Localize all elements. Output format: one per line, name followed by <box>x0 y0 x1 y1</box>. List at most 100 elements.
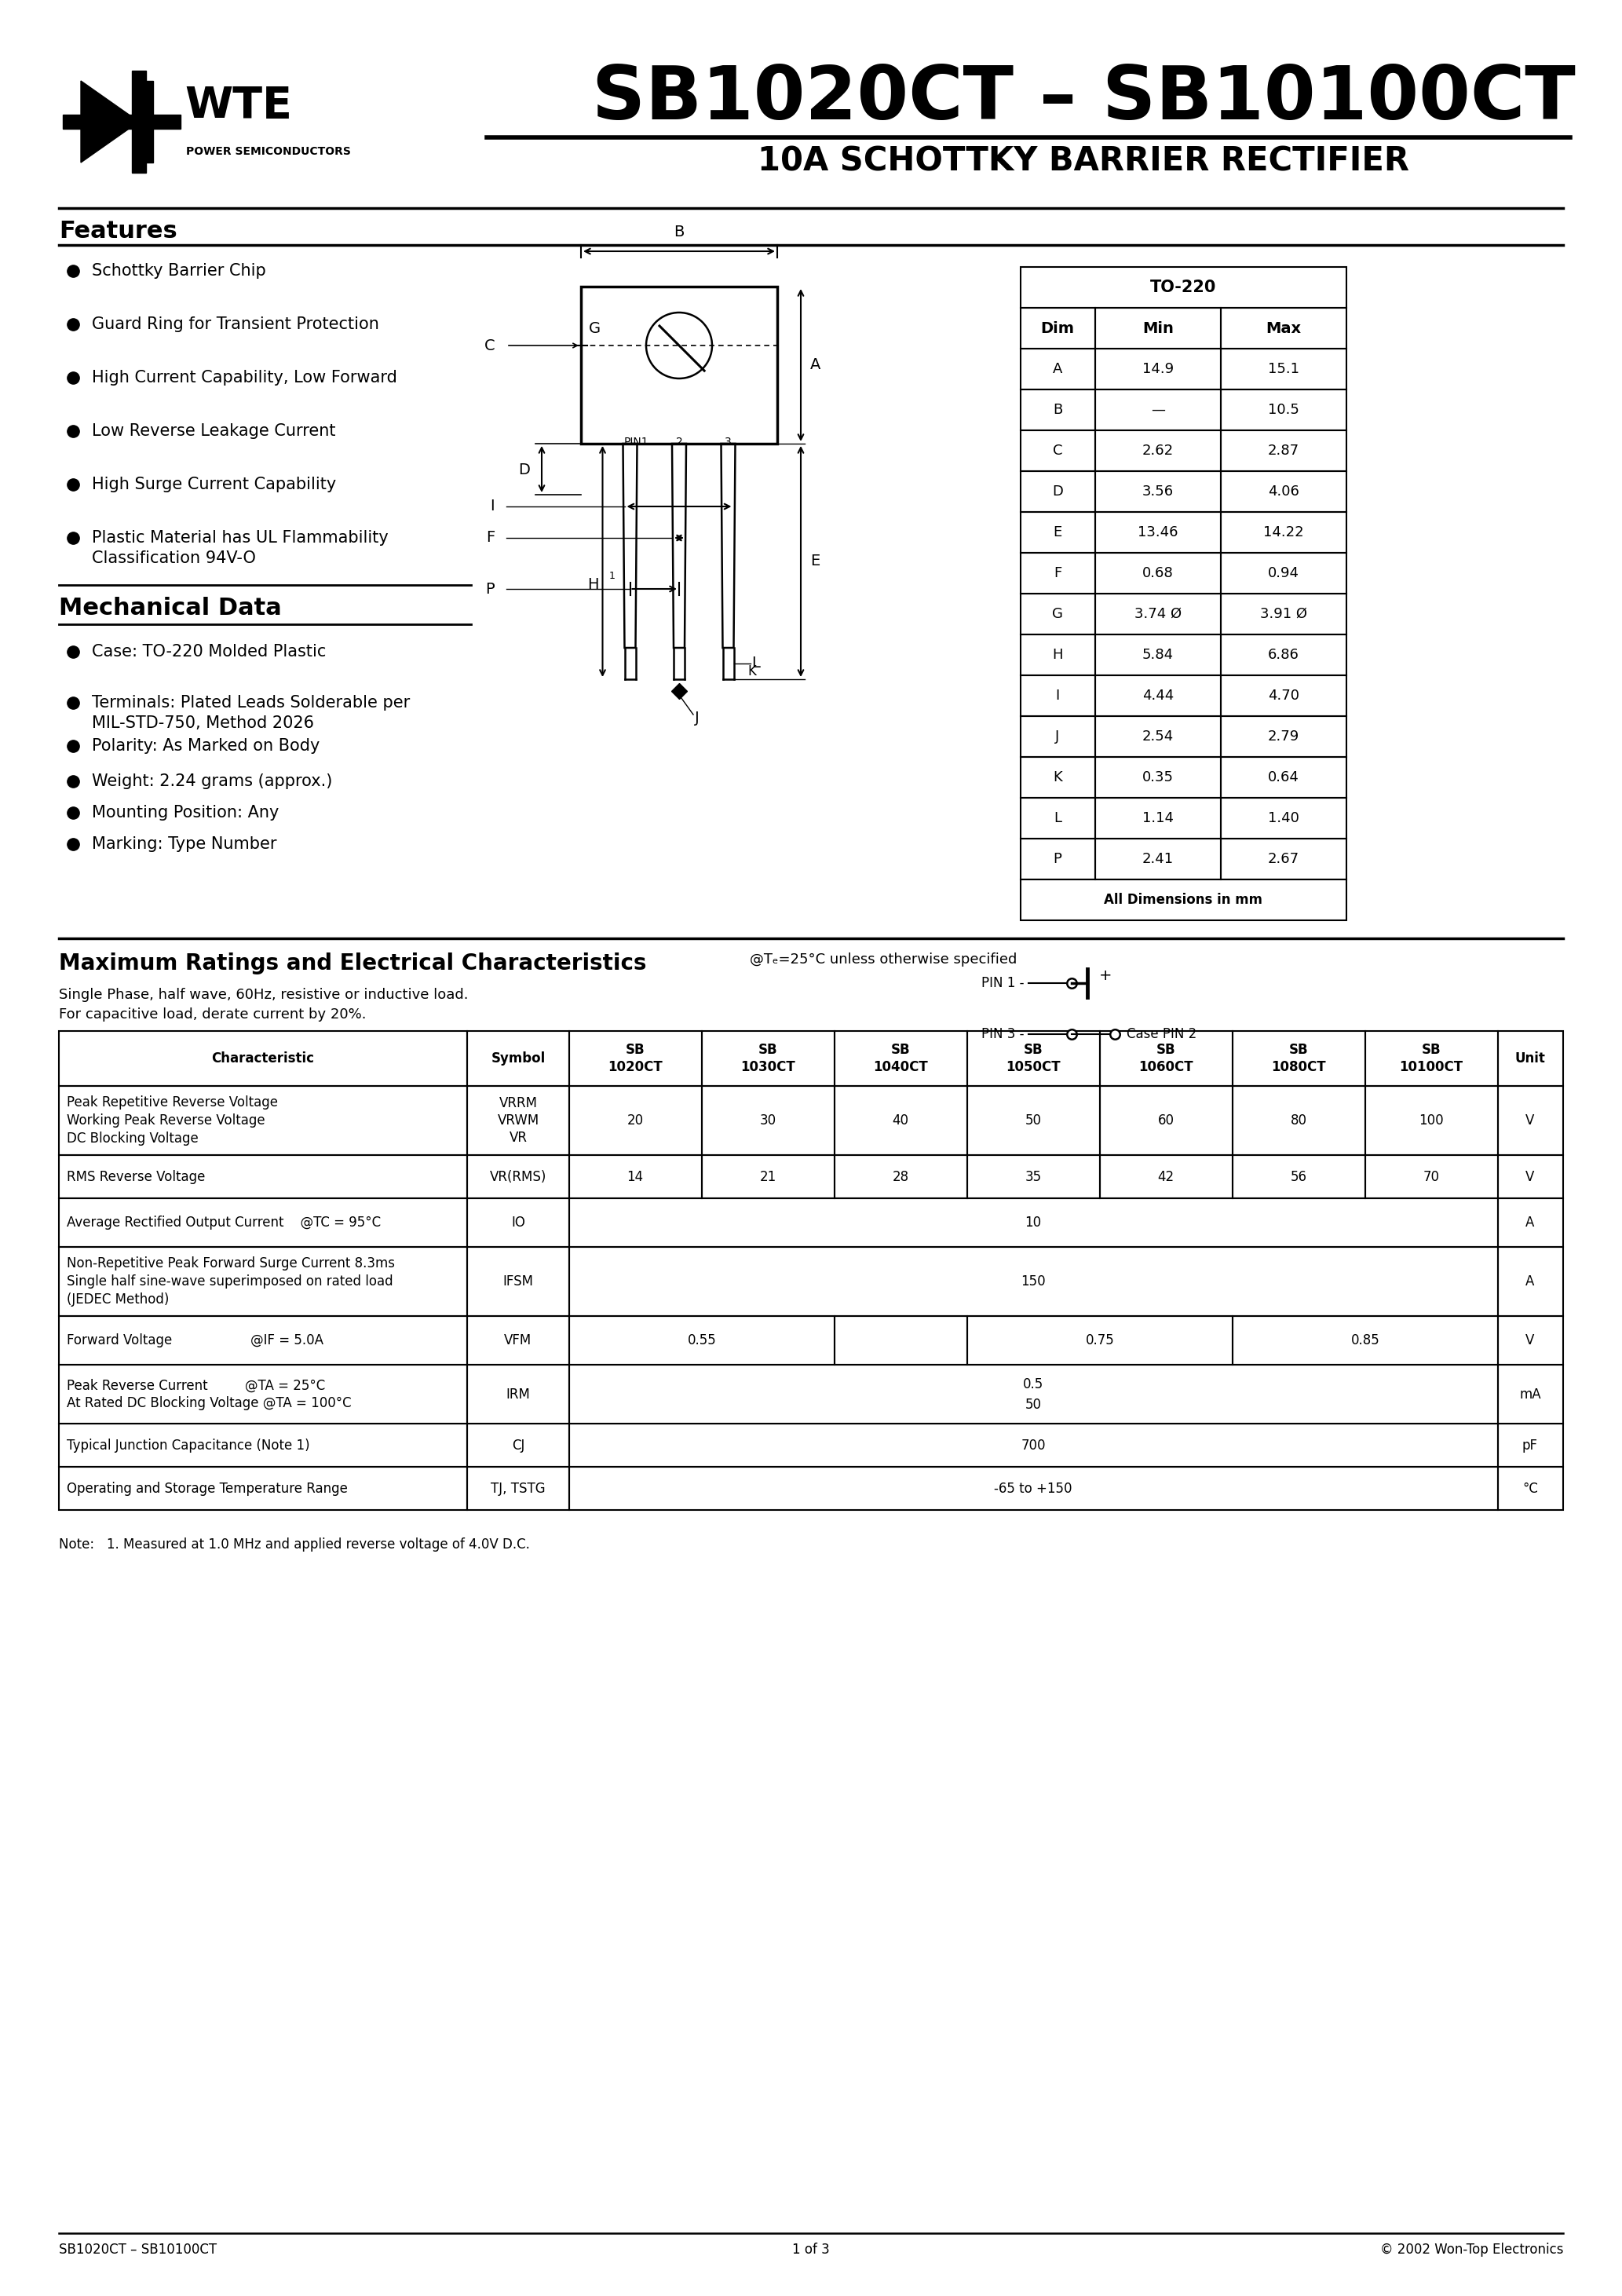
Text: 30: 30 <box>759 1114 775 1127</box>
Bar <box>1221 390 1346 429</box>
Text: A: A <box>1526 1274 1534 1288</box>
Text: pF: pF <box>1523 1440 1538 1453</box>
Polygon shape <box>81 80 139 163</box>
Bar <box>702 1155 835 1199</box>
Bar <box>1499 1364 1564 1424</box>
Bar <box>1020 553 1095 595</box>
Text: 0.68: 0.68 <box>1142 567 1174 581</box>
Text: Operating and Storage Temperature Range: Operating and Storage Temperature Range <box>67 1481 347 1497</box>
Bar <box>1020 716 1095 758</box>
Bar <box>58 1467 467 1511</box>
Bar <box>1020 634 1095 675</box>
Text: Case: TO-220 Molded Plastic: Case: TO-220 Molded Plastic <box>92 643 326 659</box>
Text: © 2002 Won-Top Electronics: © 2002 Won-Top Electronics <box>1380 2243 1564 2257</box>
Text: POWER SEMICONDUCTORS: POWER SEMICONDUCTORS <box>187 147 350 156</box>
Bar <box>58 1247 467 1316</box>
Text: Typical Junction Capacitance (Note 1): Typical Junction Capacitance (Note 1) <box>67 1440 310 1453</box>
Bar <box>1366 1086 1499 1155</box>
Bar <box>1499 1155 1564 1199</box>
Text: Forward Voltage                   @IF = 5.0A: Forward Voltage @IF = 5.0A <box>67 1334 323 1348</box>
Text: 5.84: 5.84 <box>1142 647 1174 661</box>
Bar <box>1095 758 1221 797</box>
Bar <box>1020 429 1095 471</box>
Bar <box>569 1247 1499 1316</box>
Text: 10: 10 <box>1025 1215 1041 1231</box>
Text: 4.06: 4.06 <box>1268 484 1299 498</box>
Text: A: A <box>811 358 821 372</box>
Text: Weight: 2.24 grams (approx.): Weight: 2.24 grams (approx.) <box>92 774 333 790</box>
Bar <box>1100 1031 1233 1086</box>
Text: V: V <box>1526 1171 1534 1185</box>
Text: 700: 700 <box>1020 1440 1046 1453</box>
Text: PIN 3 -: PIN 3 - <box>981 1026 1025 1040</box>
Text: SB
1030CT: SB 1030CT <box>740 1042 795 1075</box>
Bar <box>569 1086 702 1155</box>
Bar <box>967 1316 1233 1364</box>
Text: A: A <box>1053 363 1062 377</box>
Text: 0.85: 0.85 <box>1351 1334 1380 1348</box>
Bar <box>569 1199 1499 1247</box>
Text: 80: 80 <box>1289 1114 1307 1127</box>
Text: 1: 1 <box>608 572 615 581</box>
Text: 0.75: 0.75 <box>1085 1334 1114 1348</box>
Text: H: H <box>1053 647 1062 661</box>
Text: 3.74 Ø: 3.74 Ø <box>1134 606 1181 622</box>
Bar <box>1221 512 1346 553</box>
Text: 100: 100 <box>1419 1114 1444 1127</box>
Text: Dim: Dim <box>1041 321 1074 335</box>
Bar <box>467 1199 569 1247</box>
Text: 14.9: 14.9 <box>1142 363 1174 377</box>
Text: Characteristic: Characteristic <box>211 1052 315 1065</box>
Bar <box>569 1364 1499 1424</box>
Text: L: L <box>1054 810 1061 824</box>
Bar <box>1095 595 1221 634</box>
Bar <box>702 1086 835 1155</box>
Text: RMS Reverse Voltage: RMS Reverse Voltage <box>67 1171 206 1185</box>
Bar <box>1020 758 1095 797</box>
Bar <box>1095 716 1221 758</box>
Text: J: J <box>694 712 699 726</box>
Bar <box>1095 471 1221 512</box>
Bar <box>835 1031 967 1086</box>
Text: 2.41: 2.41 <box>1142 852 1174 866</box>
Text: VRRM
VRWM
VR: VRRM VRWM VR <box>498 1095 539 1146</box>
Text: Polarity: As Marked on Body: Polarity: As Marked on Body <box>92 737 320 753</box>
Bar <box>139 80 152 163</box>
Text: mA: mA <box>1520 1387 1541 1401</box>
Bar <box>58 1155 467 1199</box>
Bar <box>569 1424 1499 1467</box>
Bar <box>1020 797 1095 838</box>
Text: 3.91 Ø: 3.91 Ø <box>1260 606 1307 622</box>
Text: 14: 14 <box>626 1171 644 1185</box>
Text: 2.62: 2.62 <box>1142 443 1174 457</box>
Bar <box>58 1031 467 1086</box>
Bar <box>467 1086 569 1155</box>
Text: Marking: Type Number: Marking: Type Number <box>92 836 277 852</box>
Bar <box>1233 1155 1366 1199</box>
Text: Peak Reverse Current         @TA = 25°C
At Rated DC Blocking Voltage @TA = 100°C: Peak Reverse Current @TA = 25°C At Rated… <box>67 1378 352 1410</box>
Text: D: D <box>519 461 530 478</box>
Text: IFSM: IFSM <box>503 1274 534 1288</box>
Text: —: — <box>1152 402 1165 418</box>
Bar <box>1095 797 1221 838</box>
Bar <box>1095 308 1221 349</box>
Text: 0.5
50: 0.5 50 <box>1023 1378 1043 1412</box>
Text: 42: 42 <box>1158 1171 1174 1185</box>
Text: High Surge Current Capability: High Surge Current Capability <box>92 478 336 491</box>
Text: Terminals: Plated Leads Solderable per
MIL-STD-750, Method 2026: Terminals: Plated Leads Solderable per M… <box>92 696 410 732</box>
Bar <box>1221 838 1346 879</box>
Text: 3: 3 <box>725 436 732 448</box>
Bar <box>1221 349 1346 390</box>
Text: 50: 50 <box>1025 1114 1041 1127</box>
Text: Guard Ring for Transient Protection: Guard Ring for Transient Protection <box>92 317 380 333</box>
Text: Min: Min <box>1142 321 1174 335</box>
Bar <box>1499 1086 1564 1155</box>
Bar <box>835 1086 967 1155</box>
Text: SB
1080CT: SB 1080CT <box>1272 1042 1325 1075</box>
Text: TO-220: TO-220 <box>1150 280 1216 296</box>
Text: IRM: IRM <box>506 1387 530 1401</box>
Bar <box>569 1316 835 1364</box>
Bar <box>1499 1247 1564 1316</box>
Text: SB
10100CT: SB 10100CT <box>1400 1042 1463 1075</box>
Text: K: K <box>1053 769 1062 785</box>
